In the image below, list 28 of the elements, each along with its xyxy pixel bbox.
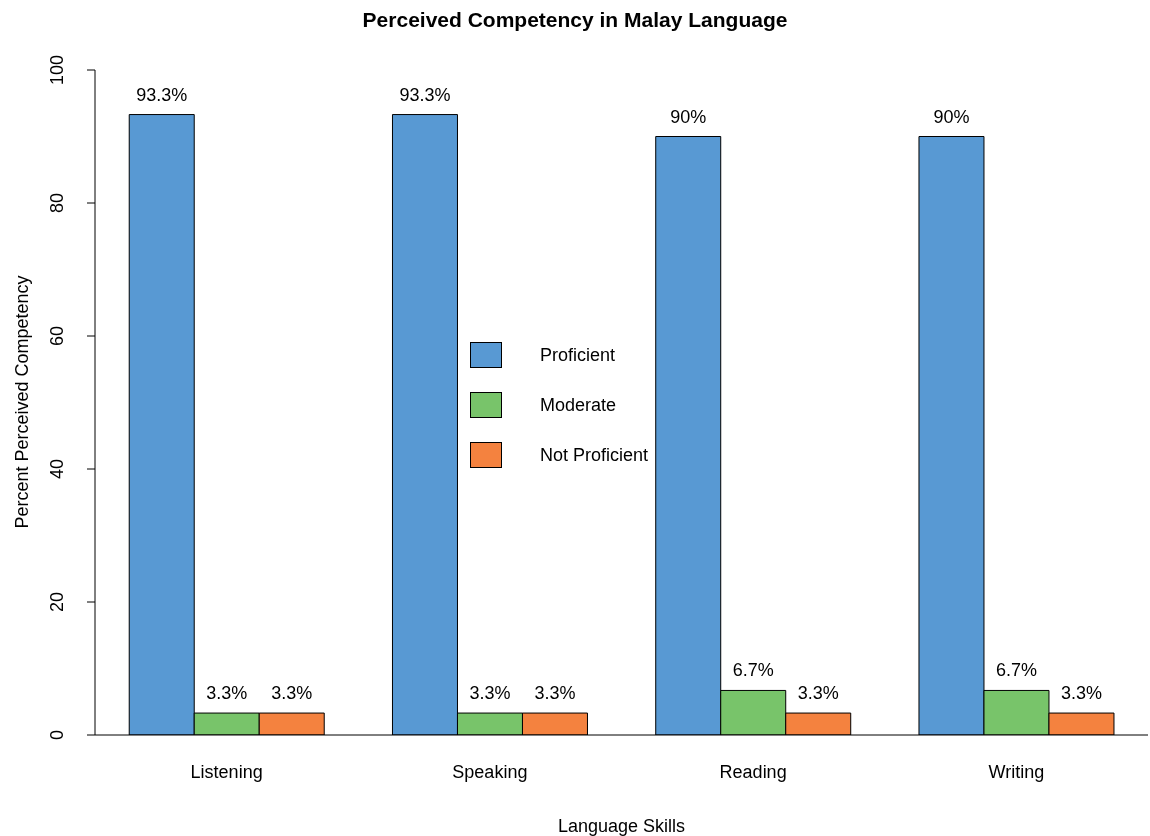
- x-tick-label: Speaking: [452, 761, 528, 782]
- y-tick-label: 40: [47, 458, 67, 480]
- data-label: 93.3%: [399, 84, 451, 105]
- data-label: 93.3%: [136, 84, 188, 105]
- y-tick-label: 20: [47, 591, 67, 613]
- chart-title: Perceived Competency in Malay Language: [361, 8, 789, 32]
- y-tick-label: 60: [47, 325, 67, 347]
- y-tick-label: 0: [47, 729, 67, 741]
- data-label: 3.3%: [534, 683, 576, 704]
- y-axis-title: Percent Perceived Competency: [11, 275, 33, 529]
- x-tick-label: Listening: [190, 761, 263, 782]
- data-label: 3.3%: [797, 683, 839, 704]
- data-label: 6.7%: [732, 660, 774, 681]
- x-axis-title: Language Skills: [557, 816, 686, 836]
- data-label: 6.7%: [995, 660, 1037, 681]
- data-label: 3.3%: [1060, 683, 1102, 704]
- data-label: 3.3%: [469, 683, 511, 704]
- data-label: 3.3%: [206, 683, 248, 704]
- legend-label: Not Proficient: [540, 444, 649, 466]
- data-label: 90%: [670, 106, 707, 127]
- y-tick-label: 100: [47, 54, 67, 86]
- y-tick-label: 80: [47, 192, 67, 214]
- x-tick-label: Writing: [988, 761, 1045, 782]
- data-label: 90%: [933, 106, 970, 127]
- legend-label: Moderate: [540, 394, 617, 416]
- legend-label: Proficient: [540, 344, 616, 366]
- x-tick-label: Reading: [719, 761, 787, 782]
- data-label: 3.3%: [271, 683, 313, 704]
